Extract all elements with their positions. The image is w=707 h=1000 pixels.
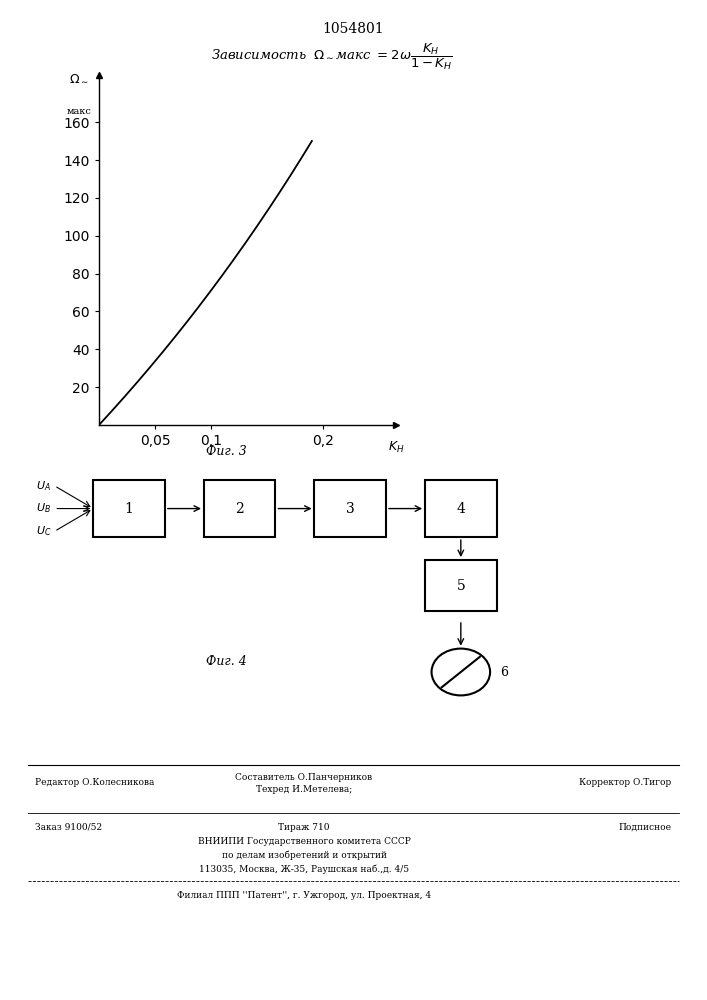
Text: $U_B$: $U_B$ [36, 502, 51, 515]
Text: Фиг. 4: Фиг. 4 [206, 655, 247, 668]
Text: $K_H$: $K_H$ [387, 440, 404, 455]
Text: $U_C$: $U_C$ [35, 525, 51, 538]
Text: 5: 5 [457, 579, 465, 593]
Text: 113035, Москва, Ж-35, Раушская наб.,д. 4/5: 113035, Москва, Ж-35, Раушская наб.,д. 4… [199, 865, 409, 874]
Text: 2: 2 [235, 502, 244, 516]
Circle shape [431, 649, 490, 695]
Text: Редактор О.Колесникова: Редактор О.Колесникова [35, 778, 155, 787]
Text: 1054801: 1054801 [322, 22, 385, 36]
Text: $U_A$: $U_A$ [36, 479, 51, 493]
Text: по делам изобретений и открытий: по делам изобретений и открытий [221, 851, 387, 860]
Text: Составитель О.Панчерников: Составитель О.Панчерников [235, 773, 373, 782]
Text: Тираж 710: Тираж 710 [279, 823, 329, 832]
Text: ВНИИПИ Государственного комитета СССР: ВНИИПИ Государственного комитета СССР [197, 837, 411, 846]
Text: макс: макс [66, 107, 91, 116]
Text: 6: 6 [500, 666, 508, 678]
Text: 1: 1 [124, 502, 134, 516]
Text: Подписное: Подписное [619, 823, 672, 832]
Bar [93, 480, 165, 537]
Text: 4: 4 [457, 502, 465, 516]
Text: Фиг. 3: Фиг. 3 [206, 445, 247, 458]
Text: Заказ 9100/52: Заказ 9100/52 [35, 823, 103, 832]
Text: 3: 3 [346, 502, 355, 516]
Text: Корректор О.Тигор: Корректор О.Тигор [580, 778, 672, 787]
Bar [204, 480, 276, 537]
Bar [315, 480, 386, 537]
Text: Зависимость  $\Omega_{\sim}$макс $= 2\omega \dfrac{K_H}{1-K_H}$: Зависимость $\Omega_{\sim}$макс $= 2\ome… [211, 42, 453, 72]
Bar [425, 560, 496, 611]
Bar [425, 480, 496, 537]
Text: $\Omega_{\sim}$: $\Omega_{\sim}$ [69, 71, 88, 84]
Text: Техред И.Метелева;: Техред И.Метелева; [256, 785, 352, 794]
Text: Филиал ППП ''Патент'', г. Ужгород, ул. Проектная, 4: Филиал ППП ''Патент'', г. Ужгород, ул. П… [177, 891, 431, 900]
